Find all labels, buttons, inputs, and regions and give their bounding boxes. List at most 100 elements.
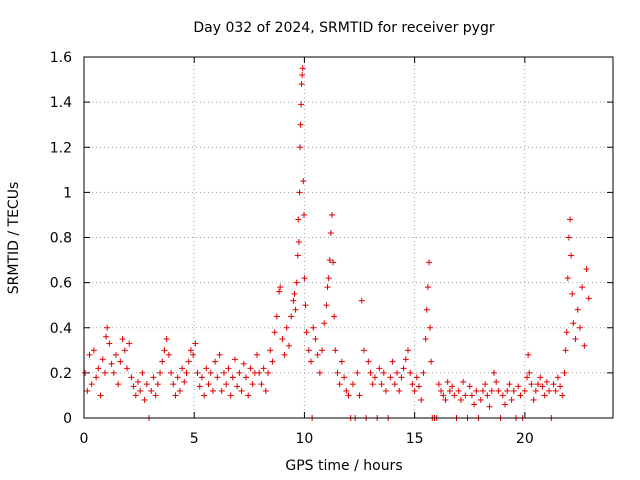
y-tick-label: 0.6 [50,276,72,292]
data-point [165,351,172,358]
data-point [170,381,177,388]
data-point [471,401,478,408]
data-point [564,275,571,282]
data-point [427,324,434,331]
data-point [84,387,91,394]
data-point [508,396,515,403]
x-tick-label: 10 [296,431,314,447]
data-point [428,358,435,365]
data-point [103,333,110,340]
data-point [308,358,315,365]
data-point [203,365,210,372]
data-point [139,369,146,376]
data-point [345,392,352,399]
data-point [455,387,462,394]
data-point [365,358,372,365]
data-point [376,365,383,372]
data-point [378,381,385,388]
data-point [154,381,161,388]
data-point [371,374,378,381]
y-tick-label: 0.4 [50,321,72,337]
data-point [108,360,115,367]
data-point [231,356,238,363]
data-point [557,383,564,390]
data-point [302,302,309,309]
data-point [106,340,113,347]
data-point [269,358,276,365]
data-point [245,392,252,399]
data-point [95,365,102,372]
data-point [285,342,292,349]
x-tick-label: 0 [80,431,89,447]
data-point [238,387,245,394]
data-point [273,313,280,320]
data-point [323,302,330,309]
data-point [82,369,89,376]
data-point [479,387,486,394]
data-point [579,284,586,291]
data-point [554,374,561,381]
data-point [528,381,535,388]
data-point [321,320,328,327]
data-point [316,369,323,376]
data-point [279,336,286,343]
data-point [444,378,451,385]
data-point [382,387,389,394]
data-point [393,369,400,376]
data-point [552,387,559,394]
data-point [225,365,232,372]
data-point [438,387,445,394]
data-point [460,378,467,385]
data-point [486,403,493,410]
data-point [405,347,412,354]
data-point [198,374,205,381]
data-point [493,378,500,385]
data-point [212,358,219,365]
data-point [565,234,572,241]
data-point [524,374,531,381]
data-point [276,288,283,295]
data-point [420,369,427,376]
data-point [240,360,247,367]
x-axis-label: GPS time / hours [285,458,402,474]
data-point [574,306,581,313]
data-point [143,381,150,388]
data-point [389,358,396,365]
data-point [435,381,442,388]
data-point [310,324,317,331]
y-tick-label: 1.4 [50,95,72,111]
data-point [256,369,263,376]
data-point [209,387,216,394]
data-point [468,392,475,399]
x-tick-label: 20 [516,431,534,447]
data-point [535,381,542,388]
data-point [442,396,449,403]
data-point [457,396,464,403]
data-point [249,381,256,388]
data-point [112,351,119,358]
data-point [97,392,104,399]
data-point [356,392,363,399]
data-point [521,387,528,394]
data-point [292,306,299,313]
data-point [201,392,208,399]
data-point [409,381,416,388]
data-point [563,329,570,336]
x-tick-label: 5 [190,431,199,447]
data-point [559,392,566,399]
data-point [229,374,236,381]
data-point [119,336,126,343]
y-tick-label: 1 [63,185,72,201]
data-points [82,65,592,421]
data-point [477,396,484,403]
data-point [290,297,297,304]
data-point [192,340,199,347]
data-point [300,178,307,185]
data-point [495,387,502,394]
data-point [161,347,168,354]
data-point [262,387,269,394]
data-point [330,259,337,266]
data-point [152,392,159,399]
data-point [319,347,326,354]
